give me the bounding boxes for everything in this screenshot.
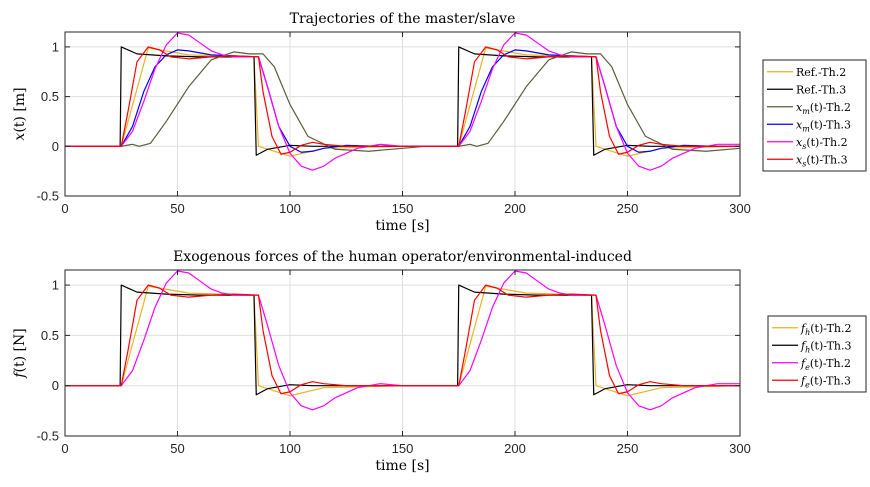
legend-label-5: xs(t)-Th.3: [796, 153, 848, 168]
chart-title: Exogenous forces of the human operator/e…: [173, 249, 632, 265]
y-tick-label: 0: [52, 378, 59, 393]
x-tick-label: 0: [61, 201, 68, 216]
series-line-2: [65, 51, 740, 152]
grid: [64, 32, 741, 197]
legend-box: [767, 315, 867, 393]
y-axis-label: f(t) [N]: [12, 328, 28, 378]
series-line-5: [65, 46, 740, 155]
x-axis-label: time [s]: [375, 458, 429, 474]
y-tick-label: 0: [52, 139, 59, 154]
legend-label-3: fe(t)-Th.3: [800, 374, 851, 389]
series-group: [65, 32, 740, 171]
x-tick-label: 250: [617, 441, 639, 456]
x-tick-label: 100: [279, 441, 301, 456]
legend-label-2: fe(t)-Th.2: [800, 357, 851, 372]
legend-label-4: xs(t)-Th.2: [796, 136, 848, 151]
legend-label-2: xm(t)-Th.2: [796, 101, 851, 116]
x-tick-label: 250: [617, 201, 639, 216]
legend-label-1: Ref.-Th.3: [796, 83, 846, 96]
legend-label-0: fh(t)-Th.2: [800, 322, 851, 337]
x-tick-label: 200: [504, 201, 526, 216]
legend-label-0: Ref.-Th.2: [796, 66, 846, 79]
y-tick-label: 0.5: [41, 89, 59, 104]
legend-label-1: fh(t)-Th.3: [800, 339, 851, 354]
y-tick-label: -0.5: [37, 189, 59, 204]
y-tick-label: 1: [52, 39, 59, 54]
y-tick-label: 0.5: [41, 328, 59, 343]
x-axis-label: time [s]: [375, 218, 429, 234]
x-tick-label: 50: [170, 201, 184, 216]
y-axis-label: x(t) [m]: [12, 87, 28, 140]
series-line-3: [65, 284, 740, 395]
legend: Ref.-Th.2 Ref.-Th.3 xm(t)-Th.2 xm(t)-Th.3 xs…: [762, 59, 867, 172]
legend-label-3: xm(t)-Th.3: [796, 118, 851, 133]
x-tick-label: 50: [170, 441, 184, 456]
y-tick-label: 1: [52, 278, 59, 293]
x-tick-label: 300: [729, 441, 751, 456]
legend: fh(t)-Th.2 fh(t)-Th.3 fe(t)-Th.2 fe(t)-Th.3: [767, 315, 867, 393]
x-tick-label: 300: [729, 201, 751, 216]
x-tick-label: 0: [61, 441, 68, 456]
chart-title: Trajectories of the master/slave: [290, 11, 516, 27]
grid: [64, 270, 741, 437]
y-tick-label: -0.5: [37, 429, 59, 444]
top-chart: 0 50 100 150 200 250 300-0.500.51Trajectories …: [12, 11, 867, 234]
x-tick-label: 150: [392, 441, 414, 456]
legend-box: [762, 59, 867, 172]
x-tick-label: 200: [504, 441, 526, 456]
x-tick-label: 150: [392, 201, 414, 216]
series-group: [65, 270, 740, 411]
x-tick-label: 100: [279, 201, 301, 216]
